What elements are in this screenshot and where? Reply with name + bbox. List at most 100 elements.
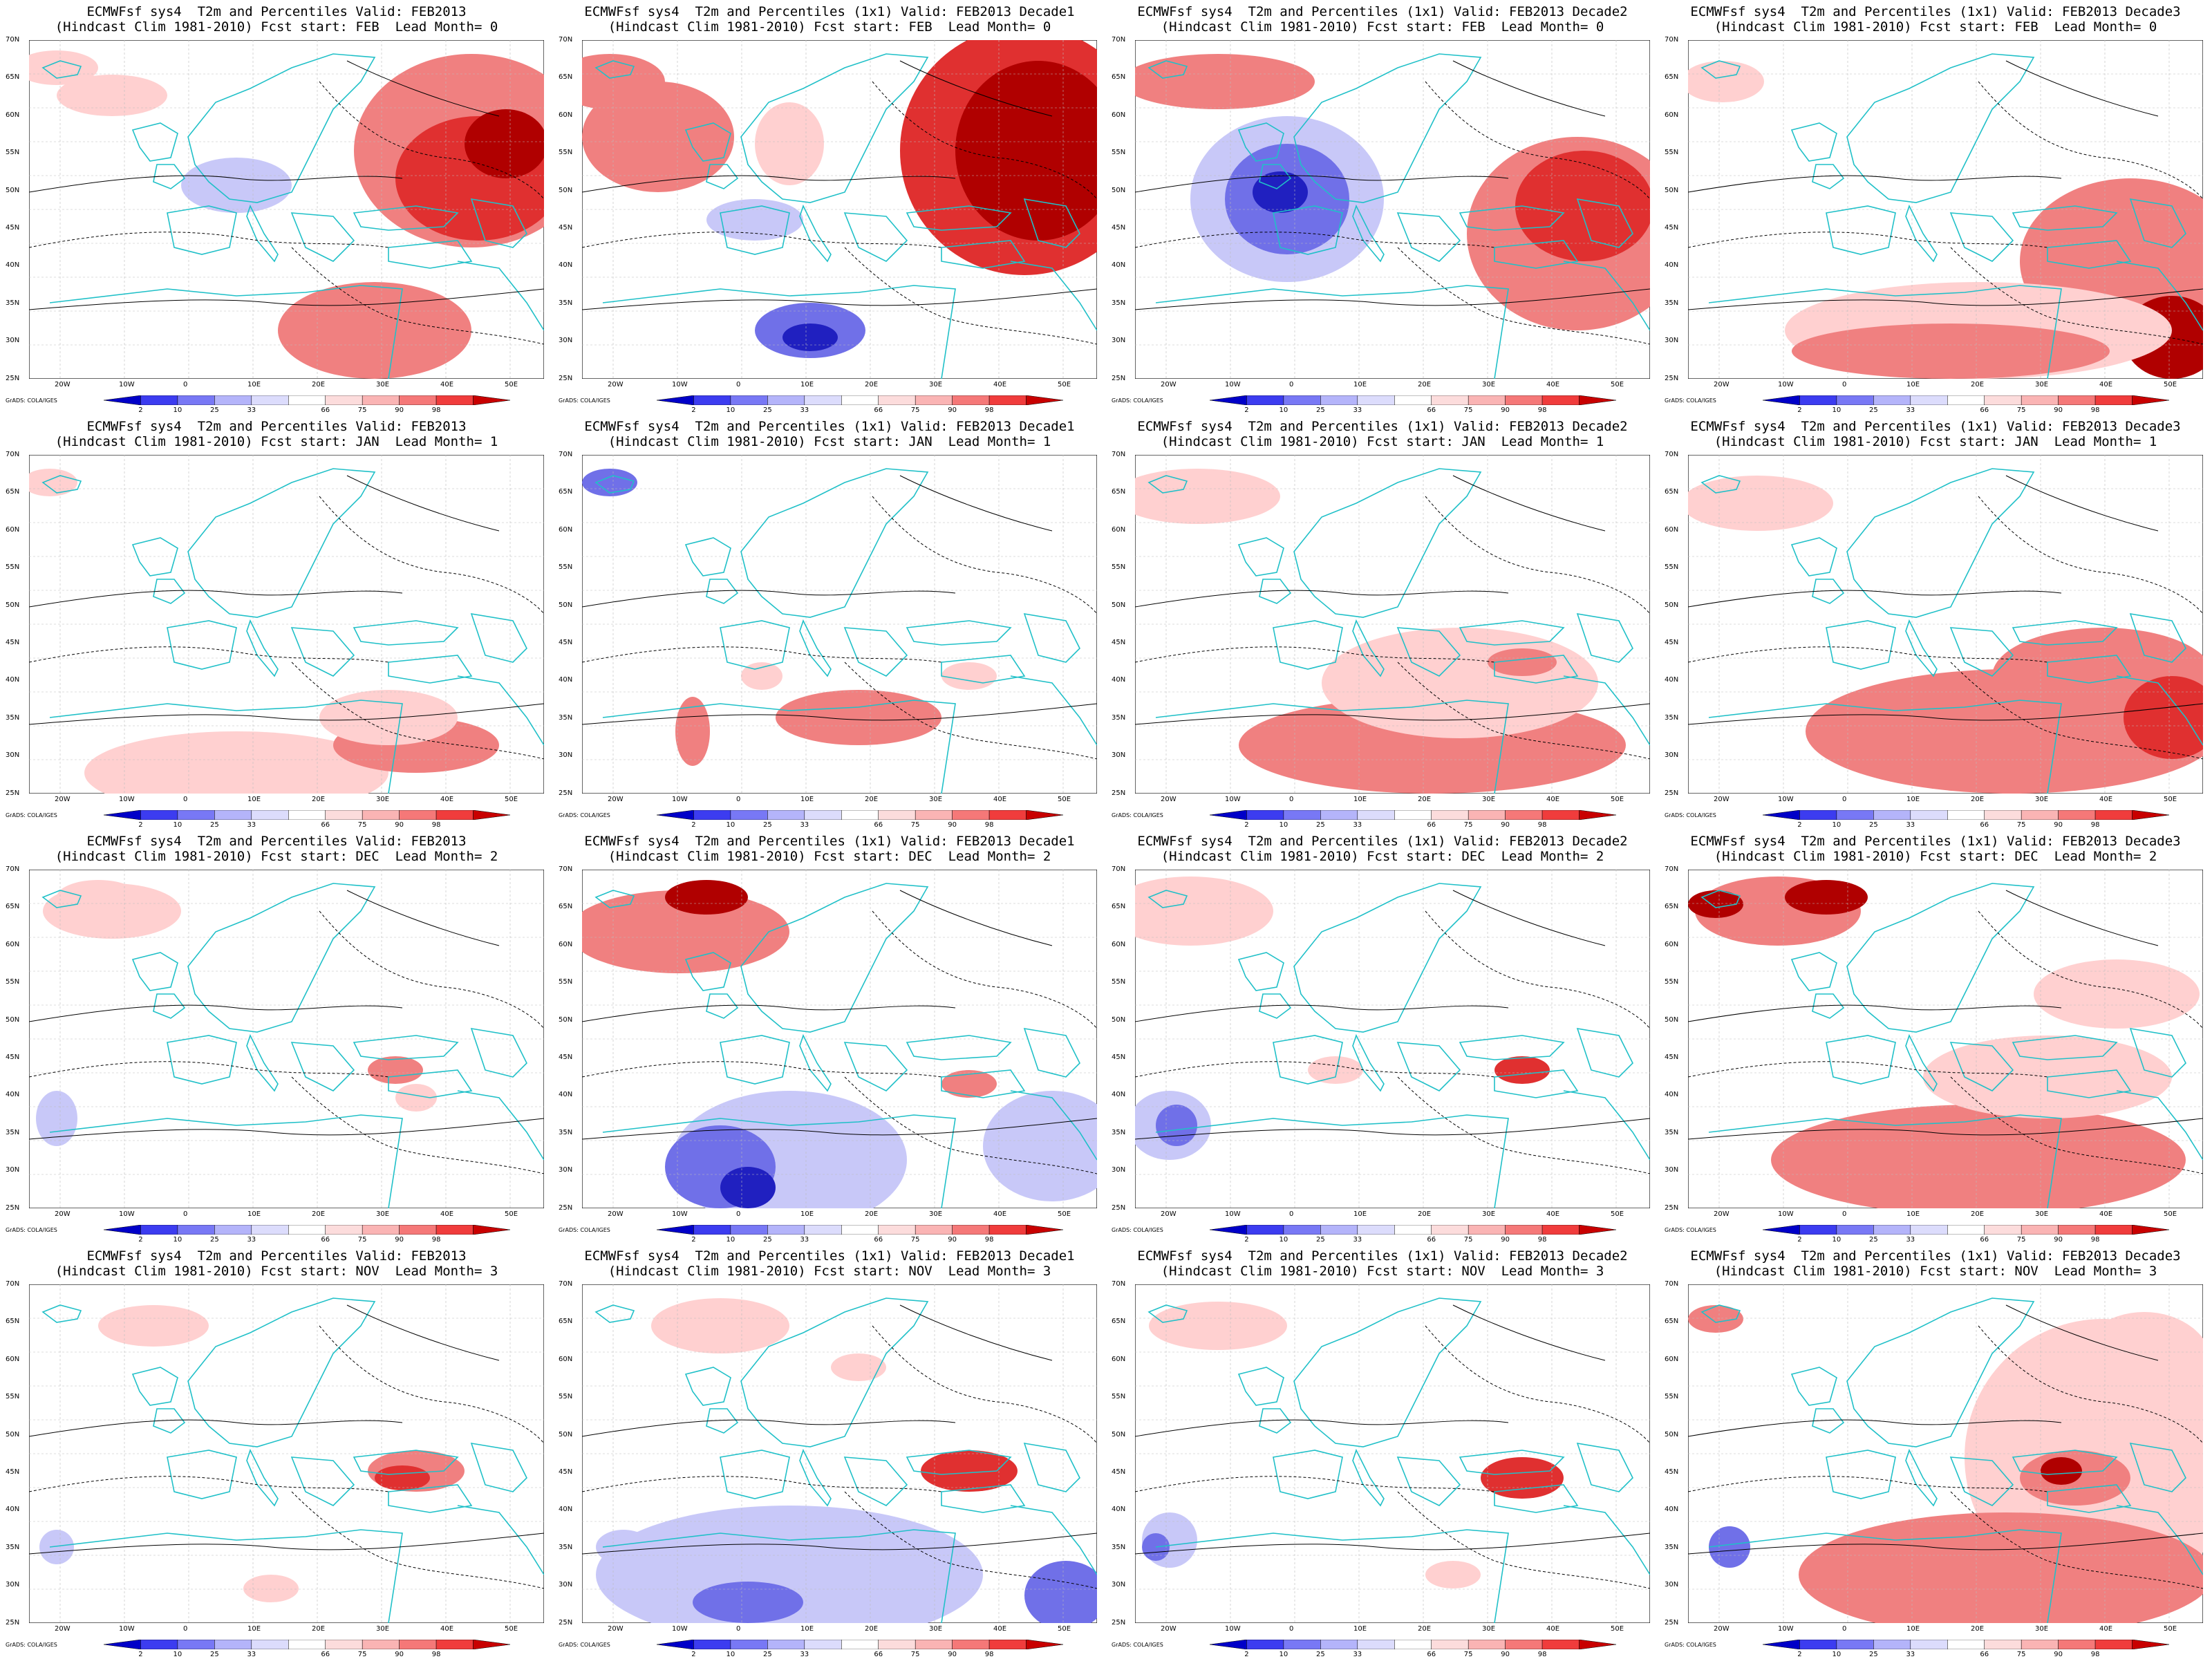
colorbar-swatch xyxy=(1505,395,1543,405)
colorbar-swatch xyxy=(1246,1640,1284,1649)
anomaly-blob xyxy=(651,1298,789,1353)
colorbar-swatch xyxy=(1873,395,1911,405)
colorbar-label: 33 xyxy=(1906,821,1915,829)
colorbar-label: 75 xyxy=(357,1651,367,1658)
colorbar-swatch xyxy=(2058,1640,2096,1649)
lat-tick-label: 50N xyxy=(1112,1430,1126,1438)
colorbar-label: 10 xyxy=(726,1651,735,1658)
colorbar-label: 66 xyxy=(321,1651,330,1658)
colorbar-label: 10 xyxy=(173,1236,182,1244)
lat-tick-label: 65N xyxy=(1665,73,1679,82)
anomaly-blob xyxy=(1785,880,1868,915)
lat-tick-label: 45N xyxy=(1112,1468,1126,1476)
panel-title-line1: ECMWFsf sys4 T2m and Percentiles (1x1) V… xyxy=(1137,419,1628,434)
lat-tick-label: 55N xyxy=(559,1393,573,1401)
colorbar-swatch xyxy=(2094,1225,2133,1235)
lat-tick-label: 60N xyxy=(6,111,20,119)
anomaly-blob xyxy=(776,690,941,745)
anomaly-blob xyxy=(57,75,167,116)
colorbar-swatch xyxy=(952,810,990,820)
colorbar-swatch xyxy=(730,1225,768,1235)
lat-tick-label: 45N xyxy=(6,1053,20,1061)
colorbar-label: 75 xyxy=(2016,1651,2026,1658)
colorbar-swatch xyxy=(1873,810,1911,820)
map-panel-4: ECMWFsf sys4 T2m and Percentiles (1x1) V… xyxy=(1659,0,2212,415)
lon-tick-label: 10W xyxy=(672,1210,688,1218)
lon-tick-label: 0 xyxy=(1842,1210,1847,1218)
lat-tick-label: 45N xyxy=(6,639,20,646)
lat-tick-label: 35N xyxy=(1665,1128,1679,1136)
lat-tick-label: 65N xyxy=(6,488,20,496)
lon-tick-label: 50E xyxy=(1611,381,1624,388)
anomaly-blob xyxy=(1688,476,1833,531)
lat-tick-label: 60N xyxy=(1112,940,1126,948)
colorbar-swatch xyxy=(1984,395,2022,405)
anomaly-shading xyxy=(1135,469,1626,794)
map-panel-11: ECMWFsf sys4 T2m and Percentiles (1x1) V… xyxy=(1106,830,1659,1244)
colorbar-swatch xyxy=(804,810,842,820)
panel-title-line2: (Hindcast Clim 1981-2010) Fcst start: DE… xyxy=(55,849,498,864)
colorbar-swatch xyxy=(693,810,731,820)
colorbar-swatch xyxy=(657,810,694,820)
grads-credit: GrADS: COLA/IGES xyxy=(1665,812,1716,818)
lat-lon-gridlines xyxy=(582,455,1097,794)
colorbar-swatch xyxy=(288,1225,326,1235)
colorbar-label: 2 xyxy=(1244,821,1249,829)
colorbar-swatch xyxy=(1026,395,1063,405)
grads-credit: GrADS: COLA/IGES xyxy=(1665,1227,1716,1233)
lat-tick-label: 45N xyxy=(559,1053,573,1061)
lat-tick-label: 50N xyxy=(1665,186,1679,194)
colorbar-label: 90 xyxy=(395,1651,404,1658)
lon-tick-label: 10W xyxy=(119,1210,135,1218)
colorbar-swatch xyxy=(2021,810,2059,820)
map-svg xyxy=(29,870,544,1208)
lon-tick-label: 0 xyxy=(183,1210,188,1218)
colorbar-label: 98 xyxy=(1537,821,1547,829)
lat-tick-label: 70N xyxy=(1665,1280,1679,1288)
colorbar-swatch xyxy=(177,1225,215,1235)
map-svg xyxy=(582,870,1097,1208)
lat-tick-label: 45N xyxy=(559,639,573,646)
colorbar-swatch xyxy=(988,1225,1027,1235)
lon-tick-label: 0 xyxy=(183,796,188,803)
lat-tick-label: 40N xyxy=(1112,1091,1126,1099)
map-area xyxy=(1688,455,2203,794)
lon-tick-label: 50E xyxy=(1058,1625,1071,1633)
colorbar-swatch xyxy=(473,810,510,820)
lon-tick-label: 30E xyxy=(1482,1625,1496,1633)
lon-tick-label: 20E xyxy=(865,1210,879,1218)
colorbar-swatch xyxy=(140,395,178,405)
colorbar-label: 33 xyxy=(1906,406,1915,414)
lat-tick-label: 25N xyxy=(559,1618,573,1627)
panel-title-line2: (Hindcast Clim 1981-2010) Fcst start: JA… xyxy=(1714,434,2157,449)
colorbar-label: 25 xyxy=(209,1236,219,1244)
colorbar-swatch xyxy=(1431,1640,1469,1649)
anomaly-blob xyxy=(782,324,838,351)
colorbar-label: 25 xyxy=(1315,1651,1325,1658)
temperature-contours xyxy=(1135,60,1650,345)
colorbar-swatch xyxy=(362,1640,400,1649)
colorbar-swatch xyxy=(177,1640,215,1649)
anomaly-blob xyxy=(1253,171,1308,213)
colorbar-label: 75 xyxy=(2016,1236,2026,1244)
lat-tick-label: 35N xyxy=(6,713,20,722)
lon-tick-label: 30E xyxy=(2035,796,2049,803)
lon-tick-label: 0 xyxy=(736,381,741,388)
colorbar-swatch xyxy=(362,395,400,405)
colorbar-swatch xyxy=(915,1225,953,1235)
anomaly-blob xyxy=(2034,959,2200,1029)
lat-tick-label: 55N xyxy=(1665,149,1679,157)
colorbar-label: 90 xyxy=(1501,1651,1510,1658)
lon-tick-label: 40E xyxy=(1546,1210,1560,1218)
coastlines xyxy=(1147,468,1650,794)
colorbar-swatch xyxy=(2021,1225,2059,1235)
colorbar-swatch xyxy=(730,1640,768,1649)
anomaly-shading xyxy=(39,1305,465,1602)
colorbar-swatch xyxy=(1210,1640,1247,1649)
anomaly-blob xyxy=(1481,1457,1564,1499)
colorbar-swatch xyxy=(1246,1225,1284,1235)
colorbar-swatch xyxy=(325,810,363,820)
map-panel-5: ECMWFsf sys4 T2m and Percentiles Valid: … xyxy=(0,415,553,830)
coastlines xyxy=(1700,883,2203,1208)
lon-tick-label: 30E xyxy=(2035,1210,2049,1218)
